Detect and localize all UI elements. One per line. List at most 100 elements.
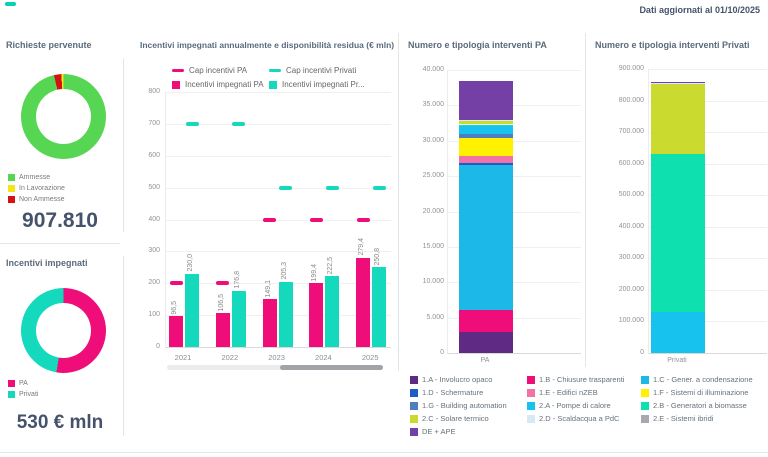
legend-column: 1.B - Chiusure trasparenti 1.E - Edifici …: [527, 373, 641, 438]
stack-segment[interactable]: [651, 84, 705, 155]
richieste-donut-chart[interactable]: [21, 74, 106, 159]
legend-label: PA: [19, 380, 28, 387]
panel-title-incentivi: Incentivi impegnati: [6, 258, 88, 268]
chart-scrollbar-thumb[interactable]: [280, 365, 383, 370]
legend-column: 1.C - Gener. a condensazione 1.F - Sistem…: [641, 373, 753, 438]
stack-segment[interactable]: [459, 309, 513, 332]
bar-incentivi-pa[interactable]: [169, 316, 183, 347]
cap-marker-privati[interactable]: [372, 185, 386, 190]
bar-incentivi-privati[interactable]: [231, 290, 246, 347]
bar-incentivi-privati[interactable]: [325, 276, 340, 347]
privati-chart-y-axis: 0 100.000 200.000 300.000 400.000 500.000 600.…: [598, 65, 644, 356]
axis-tick-label: 300: [148, 247, 160, 255]
legend-label: 1.D - Schermature: [422, 388, 484, 397]
axis-tick-label: 600: [148, 151, 160, 159]
stack-segment[interactable]: [459, 331, 513, 353]
bar-incentivi-privati[interactable]: [278, 281, 293, 347]
panel-title-annual-chart: Incentivi impegnati annualmente e dispon…: [140, 40, 395, 50]
bar-incentivi-pa[interactable]: [262, 299, 277, 347]
donut-hole: [36, 89, 91, 144]
legend-label: 1.E - Edifici nZEB: [539, 388, 598, 397]
divider: [0, 243, 120, 244]
legend-label: Cap incentivi PA: [189, 66, 248, 75]
bar-incentivi-privati[interactable]: [185, 273, 199, 347]
axis-tick-label: 0: [156, 343, 160, 350]
gridline: [649, 100, 767, 102]
legend-label: 1.G - Building automation: [422, 401, 507, 410]
pa-chart-y-axis: 0 5.000 10.000 15.000 20.000 25.000 30.000 35.0…: [405, 66, 444, 356]
incentivi-legend: PA Privati: [8, 380, 38, 402]
stack-segment[interactable]: [459, 119, 513, 121]
stack-segment[interactable]: [459, 125, 513, 134]
stack-segment[interactable]: [459, 155, 513, 163]
stack-segment[interactable]: [459, 81, 513, 120]
intervention-type-legend: 1.A - Involucro opaco 1.D - Schermature 1.…: [410, 373, 753, 438]
cap-marker-pa[interactable]: [356, 217, 370, 222]
bar-incentivi-pa[interactable]: [215, 313, 230, 347]
legend-label: 2.D - Scaldacqua a PdC: [539, 414, 620, 423]
cap-marker-pa[interactable]: [263, 217, 277, 222]
bar-incentivi-privati[interactable]: [372, 267, 387, 347]
legend-item: 1.B - Chiusure trasparenti: [527, 373, 641, 386]
gridline: [448, 105, 581, 107]
legend-item: Incentivi impegnati PA: [172, 80, 269, 89]
cap-marker-pa[interactable]: [216, 281, 230, 286]
stack-segment[interactable]: [459, 137, 513, 156]
axis-tick-label: 0: [440, 349, 444, 356]
stack-segment[interactable]: [459, 133, 513, 138]
legend-swatch: [410, 427, 418, 436]
data-updated-label: Dati aggiornati al 01/10/2025: [639, 5, 760, 15]
gridline: [448, 176, 581, 178]
axis-tick-label: 35.000: [422, 101, 444, 109]
stack-segment[interactable]: [459, 164, 513, 310]
axis-tick-label: 40.000: [422, 66, 444, 73]
cap-marker-pa[interactable]: [309, 217, 323, 222]
divider: [398, 33, 399, 371]
axis-tick-label: 200.000: [618, 285, 644, 293]
bar-value-label: 250,8: [374, 247, 382, 266]
axis-tick-label: 20.000: [422, 207, 444, 215]
richieste-legend: Ammesse In Lavorazione Non Ammesse: [8, 174, 65, 207]
richieste-total: 907.810: [22, 209, 98, 232]
cap-marker-privati[interactable]: [232, 121, 246, 126]
cap-marker-icon: [172, 69, 184, 72]
gridline: [166, 283, 391, 285]
axis-tick-label: 25.000: [422, 172, 444, 180]
legend-swatch: [410, 375, 418, 384]
cap-marker-privati[interactable]: [325, 185, 339, 190]
gridline: [166, 219, 391, 221]
incentivi-donut-chart[interactable]: [21, 288, 106, 373]
legend-label: Incentivi impegnati Pr...: [282, 80, 365, 89]
chart-scrollbar-track[interactable]: [167, 365, 383, 370]
bar-incentivi-pa[interactable]: [356, 257, 371, 347]
cap-marker-privati[interactable]: [185, 121, 199, 126]
axis-tick-label: 300.000: [618, 254, 644, 262]
axis-tick-label: 600.000: [618, 159, 644, 167]
legend-item: 1.E - Edifici nZEB: [527, 386, 641, 399]
divider: [585, 33, 586, 367]
stack-segment[interactable]: [651, 81, 705, 83]
cap-marker-privati[interactable]: [279, 185, 293, 190]
legend-label: 2.E - Sistemi ibridi: [653, 414, 714, 423]
bar-incentivi-pa[interactable]: [309, 283, 324, 347]
stack-segment[interactable]: [651, 154, 705, 312]
legend-item: 1.A - Involucro opaco: [410, 373, 527, 386]
bar-value-label: 222,5: [327, 256, 335, 275]
stack-segment[interactable]: [459, 124, 513, 126]
legend-item: Ammesse: [8, 174, 65, 181]
legend-swatch: [527, 388, 535, 397]
stack-segment[interactable]: [651, 311, 705, 353]
legend-item: Incentivi impegnati Pr...: [269, 80, 365, 89]
cap-marker-pa[interactable]: [169, 281, 183, 286]
axis-tick-label: 400: [148, 215, 160, 223]
gridline: [649, 289, 767, 291]
stack-segment[interactable]: [459, 120, 513, 125]
bar-marker-icon: [172, 80, 180, 89]
stack-segment[interactable]: [651, 82, 705, 84]
stack-segment[interactable]: [651, 83, 705, 85]
stack-segment[interactable]: [459, 162, 513, 165]
bar-value-label: 199,4: [311, 263, 319, 282]
legend-item: Cap incentivi Privati: [269, 66, 365, 75]
bar-value-label: 230,0: [187, 254, 194, 272]
